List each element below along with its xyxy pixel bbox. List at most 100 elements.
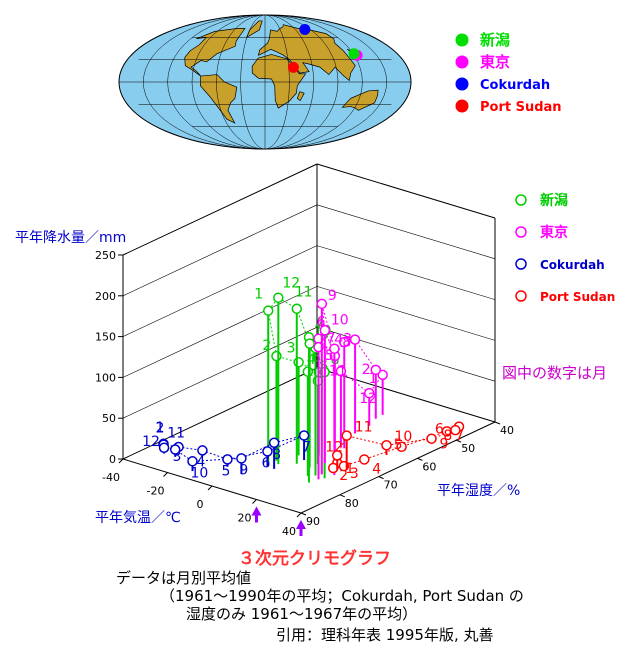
month-label: 11: [167, 426, 185, 442]
data-point: [364, 387, 375, 399]
data-point: [197, 445, 208, 456]
month-label: 7: [327, 331, 336, 347]
floor-edge: [316, 367, 496, 423]
x-tick-label: -40: [102, 471, 120, 484]
chart-legend-marker: [515, 194, 527, 206]
map-meridian: [264, 14, 290, 150]
gridline: [122, 326, 318, 419]
chart-legend-marker: [515, 226, 527, 238]
month-annotation: 図中の数字は月: [502, 364, 607, 382]
month-label: 12: [282, 276, 300, 292]
x-axis-label: 平年気温／℃: [95, 510, 181, 526]
month-label: 1: [345, 461, 354, 477]
z-tick-label: 50: [102, 412, 116, 425]
month-label: 4: [334, 332, 343, 348]
x-tick-label: 0: [197, 498, 204, 511]
data-point: [370, 364, 382, 376]
x-tick: [207, 485, 213, 491]
gridline: [316, 245, 496, 300]
gridline: [122, 204, 318, 297]
x-tick-label: 20: [238, 512, 252, 525]
data-point: [377, 369, 388, 381]
month-label: 8: [272, 447, 281, 463]
gridline: [122, 286, 318, 378]
caption-line-4: 引用：理科年表 1995年版, 丸善: [276, 626, 494, 644]
wall-top-edge: [316, 163, 496, 219]
north-america-land: [184, 28, 246, 77]
y-axis-label: 平年湿度／%: [437, 483, 520, 499]
map-meridian: [264, 14, 339, 150]
map-meridian: [191, 14, 266, 150]
data-point: [339, 336, 350, 348]
data-point: [169, 444, 181, 455]
month-label: 11: [355, 420, 373, 436]
month-label: 5: [325, 348, 334, 364]
z-tick-label: 0: [109, 453, 116, 466]
chart-legend-marker: [515, 290, 527, 302]
data-point: [359, 454, 370, 465]
z-tick-label: 250: [95, 249, 116, 262]
month-label: 9: [440, 437, 449, 453]
y-tick-label: 90: [306, 515, 320, 528]
data-point: [273, 292, 284, 303]
month-label: 9: [328, 288, 337, 304]
month-label: 7: [302, 440, 311, 456]
month-label: 5: [394, 437, 403, 453]
map-legend-label: Port Sudan: [480, 100, 562, 115]
data-point: [222, 454, 233, 465]
month-label: 10: [395, 429, 413, 445]
data-point: [450, 424, 461, 436]
month-label: 11: [329, 363, 347, 379]
map-legend-label: Cokurdah: [480, 78, 550, 93]
y-tick-label: 60: [422, 460, 436, 473]
chart-legend-label: 東京: [540, 224, 568, 241]
y-tick: [456, 439, 462, 443]
month-label: 7: [315, 317, 324, 333]
chart-legend-label: Port Sudan: [540, 290, 615, 304]
month-label: 2: [156, 421, 165, 437]
data-point: [381, 439, 392, 451]
gridline: [316, 326, 496, 382]
figure-title: ３次元クリモグラフ: [238, 549, 391, 569]
y-tick: [417, 457, 423, 461]
data-point: [291, 303, 303, 314]
x-tick: [296, 512, 302, 518]
greenland-land: [246, 20, 263, 39]
data-point: [302, 366, 314, 377]
month-label: 12: [325, 439, 343, 455]
data-point: [329, 343, 340, 354]
x-tick: [118, 458, 124, 464]
chart-legend-marker: [515, 258, 527, 270]
data-point: [271, 350, 282, 362]
month-label: 8: [443, 428, 452, 444]
gridline: [316, 286, 496, 341]
chart-legend-label: 新潟: [540, 192, 568, 209]
data-point: [158, 442, 170, 454]
x-marker-arrow: [251, 506, 262, 516]
month-label: 10: [190, 465, 208, 481]
australia-land: [341, 89, 379, 111]
z-tick-label: 100: [95, 371, 116, 384]
x-tick-label: -20: [147, 485, 165, 498]
map-legend-dot: [455, 77, 469, 91]
data-point: [304, 338, 315, 349]
map-city-niigata: [348, 48, 360, 60]
month-label: 12: [359, 391, 377, 407]
y-marker-arrow-stem: [299, 529, 303, 536]
madagascar-land: [296, 91, 305, 102]
chart-legend-label: Cokurdah: [540, 258, 605, 272]
month-label: 2: [262, 338, 271, 354]
map-legend-label: 新潟: [480, 31, 510, 49]
map-meridian: [240, 14, 266, 150]
month-label: 4: [196, 454, 205, 470]
month-label: 3: [287, 340, 296, 356]
z-tick-label: 200: [95, 290, 116, 303]
data-point: [396, 441, 407, 453]
data-point: [293, 357, 304, 368]
month-label: 7: [455, 429, 464, 445]
month-label: 1: [254, 287, 263, 303]
